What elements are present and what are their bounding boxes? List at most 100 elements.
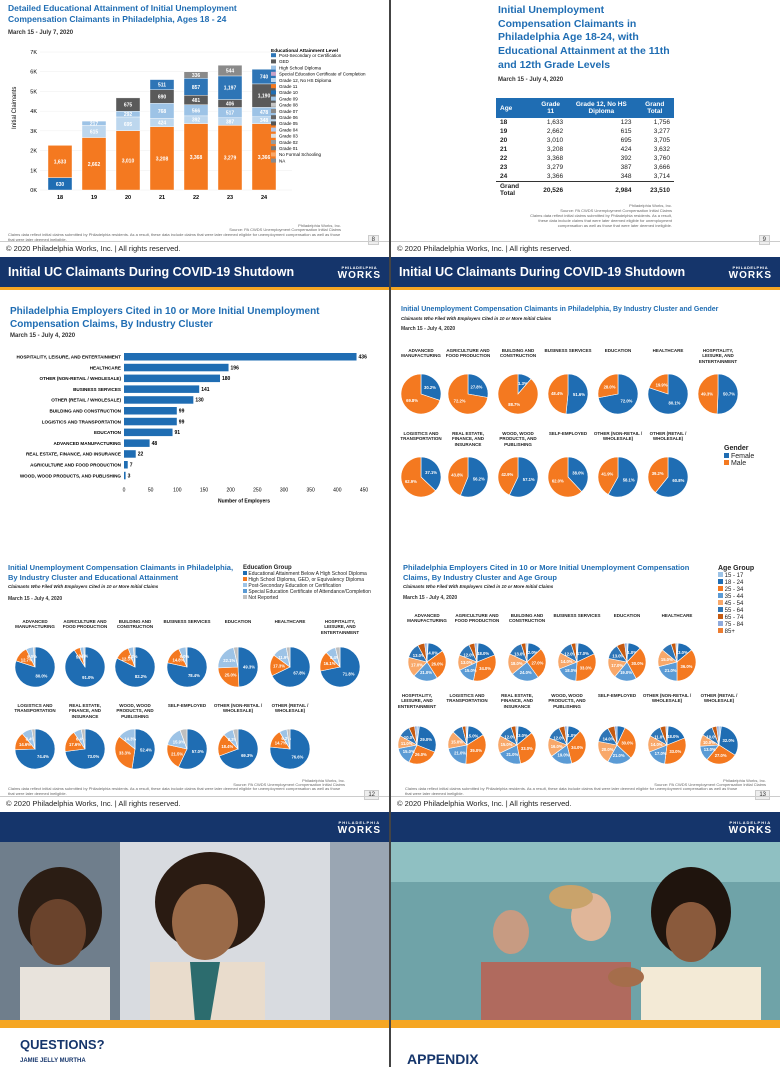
table-row: 19 2,662 615 3,277: [496, 127, 674, 136]
bar-data-label: 99: [179, 409, 185, 415]
pie-title: HOSPITALITY, LEISURE, AND ENTERTAINMENT: [320, 619, 360, 635]
y-axis-label: Initial Claimants: [12, 87, 18, 129]
slide-12-credit: Philadelphia Works, Inc.: [302, 778, 345, 783]
pie-chart: 27.8% 72.2%: [447, 373, 489, 415]
pie-data-label: 8.4%: [26, 736, 36, 741]
pie-data-label: 14.0%: [426, 650, 438, 655]
pie-slice: [408, 744, 436, 765]
table-cell: 19: [500, 128, 508, 135]
pie-title: BUILDING AND CONSTRUCTION: [499, 348, 537, 359]
x-tick-label: 150: [200, 488, 209, 494]
bar-data-label: 292: [124, 112, 133, 118]
pie-slice: [575, 642, 578, 663]
pie-data-label: 73.0%: [87, 754, 99, 759]
bar: [124, 450, 136, 458]
legend-entry: Grade 12, No HS Diploma: [279, 78, 332, 83]
table-cell: 3,366: [546, 173, 564, 180]
pie-slice: [447, 373, 489, 415]
age-legend: Age Group 15 - 17 18 - 24 25 - 34 35 - 4…: [718, 565, 754, 635]
slide-8-footer: © 2020 Philadelphia Works, Inc. | All ri…: [0, 241, 389, 255]
table-cell: 3,208: [546, 146, 564, 153]
pie-slice: [716, 725, 720, 746]
pie-title: REAL ESTATE, FINANCE, AND INSURANCE: [451, 431, 485, 447]
legend-entry: 18 - 24: [718, 579, 754, 586]
legend-entry: 25 - 34: [718, 586, 754, 593]
pie-title: SELF-EMPLOYED: [548, 431, 588, 436]
legend-swatch: [271, 102, 276, 107]
pie-chart: 76.6% 14.7%6.2%: [269, 728, 311, 770]
pie-data-label: 27.8%: [470, 384, 482, 389]
pie-data-label: 16.1%: [324, 661, 336, 666]
table-cell: 3,705: [653, 137, 670, 144]
legend-swatch: [271, 65, 276, 70]
pie-title: EDUCATION: [604, 348, 632, 353]
stacked-bar-chart: Initial Claimants 0K 1K 2K 3K 4K 5K 6K 7K 630 1,63…: [12, 48, 366, 201]
pie-title: OTHER (NON-RETAIL / WHOLESALE): [213, 703, 263, 714]
slide-9-source: Source: PA CWDS Unemployment Compensatio…: [560, 208, 672, 213]
pie-title: LOGISTICS AND TRANSPORTATION: [14, 703, 56, 714]
bar: [124, 396, 194, 404]
pie-data-label: 15.9%: [173, 739, 185, 744]
bar-data-label: 180: [222, 376, 231, 382]
pie-slice: [676, 649, 697, 682]
legend-title: Education Group: [243, 565, 292, 571]
y-tick-label: 3K: [30, 129, 37, 135]
top-banner: PHILADELPHIA WORKS: [0, 812, 389, 844]
pie-data-label: 32.0%: [723, 738, 735, 743]
table-cell: 424: [620, 146, 632, 153]
table-cell: 23,510: [635, 181, 674, 198]
slide-12-notes: Claims data reflect initial claims submi…: [8, 786, 341, 796]
pie-data-label: 19.0%: [558, 752, 570, 757]
copyright: © 2020 Philadelphia Works, Inc. | All ri…: [397, 799, 572, 808]
bar-segment: [217, 65, 243, 77]
pie-slice: [515, 725, 518, 746]
legend-entry: Post-Secondary Education or Certificatio…: [243, 583, 371, 589]
legend-entry: 55 - 64: [718, 607, 754, 614]
category-label: ADVANCED MANUFACTURING: [53, 441, 121, 446]
pie-chart: 78.4% 14.8%6.0%: [166, 646, 208, 688]
pie-slice: [232, 728, 239, 750]
pie-slice: [83, 646, 86, 668]
slide-8-notes: Claims data reflect initial claims submi…: [8, 232, 341, 242]
pie-title: HOSPITALITY, LEISURE, AND ENTERTAINMENT: [397, 693, 437, 709]
pie-title: WOOD, WOOD PRODUCTS, AND PUBLISHING: [116, 703, 154, 719]
x-tick-label: 18: [57, 195, 63, 201]
pie-data-label: 18.0%: [565, 668, 577, 673]
bar-segment: [81, 120, 107, 126]
category-label: BUILDING AND CONSTRUCTION: [49, 409, 121, 414]
table-row: 18 1,633 123 1,756: [496, 118, 674, 127]
pie-data-label: 15.0%: [501, 742, 513, 747]
pie-title: EDUCATION: [613, 613, 641, 618]
pie-data-label: 14.3%: [124, 737, 136, 742]
table-cell: 123: [620, 119, 632, 126]
banner-title: Initial UC Claimants During COVID-19 Shu…: [399, 265, 686, 279]
bar: [124, 374, 220, 383]
pie-title: OTHER (RETAIL / WHOLESALE): [700, 693, 738, 704]
bar-data-label: 424: [158, 121, 167, 127]
table-cell: 3,714: [653, 173, 670, 180]
pie-slice: [474, 642, 478, 663]
pie-slice: [80, 728, 86, 750]
slide-13-title: Philadelphia Employers Cited in 10 or Mo…: [403, 563, 690, 582]
bar-data-label: 141: [201, 387, 210, 393]
pie-data-label: 17.0%: [655, 751, 667, 756]
bar-segment: [149, 126, 175, 191]
bar-segment: [115, 97, 141, 112]
bar-data-label: 436: [359, 355, 368, 361]
pie-data-label: 10.0%: [703, 740, 715, 745]
photo-women-smiling: [0, 842, 389, 1022]
pie-data-label: 21.0%: [506, 752, 518, 757]
pie-slice: [114, 736, 136, 770]
slide-11-date: March 15 - July 4, 2020: [401, 326, 456, 332]
pie-data-label: 56.2%: [473, 477, 485, 482]
pie-slice: [416, 725, 437, 753]
pie-slice: [547, 373, 569, 415]
pie-data-label: 20.0%: [602, 747, 614, 752]
pie-data-label: 6.2%: [281, 736, 291, 741]
pie-chart: 13.0% 33.0%21.0% 15.0% 12.0%: [497, 725, 537, 765]
pie-data-label: 33.0%: [669, 749, 681, 754]
slide-9-title: Initial Unemployment Compensation Claima…: [498, 4, 670, 71]
pie-data-label: 69.3%: [241, 753, 253, 758]
pie-slice: [424, 642, 428, 663]
pie-data-label: 17.3%: [273, 663, 285, 668]
